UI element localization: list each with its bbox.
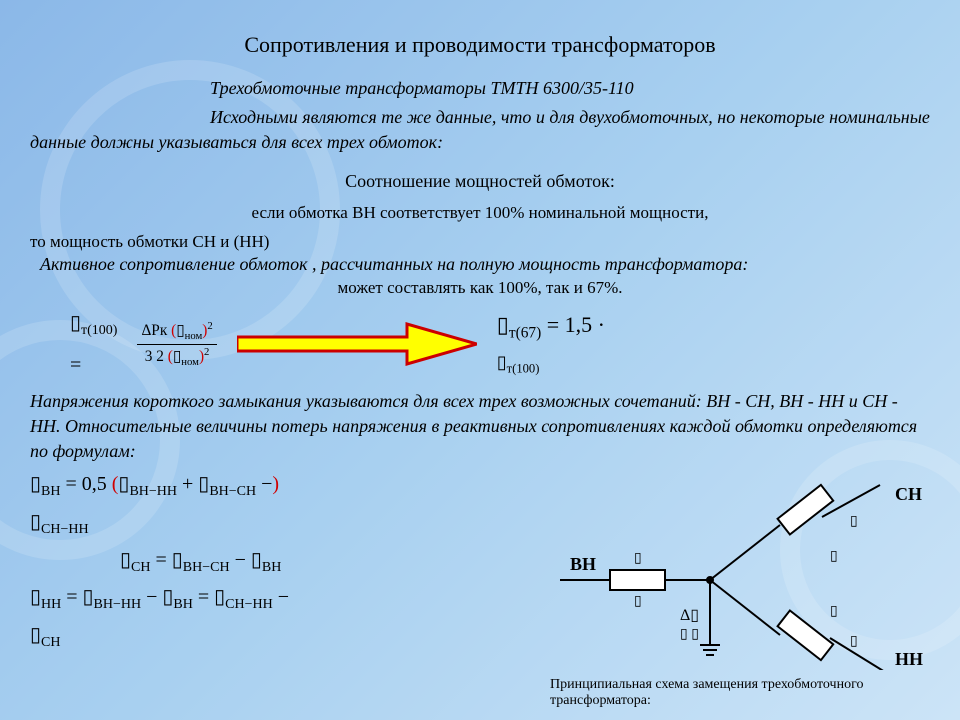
diagram-svg: ВН СН НН Δ▯ ▯ ▯ ▯ ▯ ▯ ▯ ▯ ▯ — [550, 470, 930, 670]
formula-r67: ▯т(67) = 1,5 · ▯т(100) — [497, 310, 605, 378]
intro-text: Исходными являются те же данные, что и д… — [30, 105, 930, 155]
equation-vn: ▯ВН = 0,5 (▯ВН−НН + ▯ВН−СН −) ▯СН−НН — [30, 470, 550, 539]
transformer-diagram: ВН СН НН Δ▯ ▯ ▯ ▯ ▯ ▯ ▯ ▯ ▯ Принципиальн… — [550, 470, 930, 700]
equation-sn: ▯СН = ▯ВН−СН − ▯ВН — [120, 546, 550, 578]
formula-fraction: ΔРк (▯ном)2 3 2 (▯ном)2 — [137, 319, 216, 370]
ratio-line-1: если обмотка ВН соответствует 100% номин… — [30, 201, 930, 225]
svg-text:▯: ▯ — [830, 549, 838, 564]
ratio-header: Соотношение мощностей обмоток: — [30, 169, 930, 194]
formula-r100: ▯т(100) = — [70, 309, 117, 379]
label-ch: СН — [895, 484, 922, 504]
slide-title: Сопротивления и проводимости трансформат… — [30, 30, 930, 61]
diagram-caption: Принципиальная схема замещения трехобмот… — [550, 677, 930, 709]
label-bh: ВН — [570, 554, 596, 574]
ratio-line-3: может составлять как 100%, так и 67%. — [30, 276, 930, 300]
svg-text:▯: ▯ — [850, 514, 858, 529]
equation-nn: ▯НН = ▯ВН−НН − ▯ВН = ▯СН−НН − ▯СН — [30, 583, 550, 652]
svg-text:▯: ▯ — [634, 594, 642, 609]
svg-text:▯: ▯ — [830, 604, 838, 619]
svg-text:▯: ▯ — [634, 551, 642, 566]
svg-text:▯: ▯ — [850, 634, 858, 649]
arrow-icon — [237, 319, 477, 369]
label-hh: НН — [895, 649, 923, 669]
shortcircuit-paragraph: Напряжения короткого замыкания указывают… — [30, 389, 930, 465]
svg-text:▯ ▯: ▯ ▯ — [680, 627, 699, 642]
formula-row: ▯т(100) = ΔРк (▯ном)2 3 2 (▯ном)2 ▯т(67)… — [30, 309, 930, 379]
subtitle: Трехобмоточные трансформаторы ТМТН 6300/… — [210, 76, 930, 101]
svg-text:Δ▯: Δ▯ — [680, 607, 699, 624]
ratio-line-2a: то мощность обмотки СН и (НН) — [30, 230, 269, 254]
